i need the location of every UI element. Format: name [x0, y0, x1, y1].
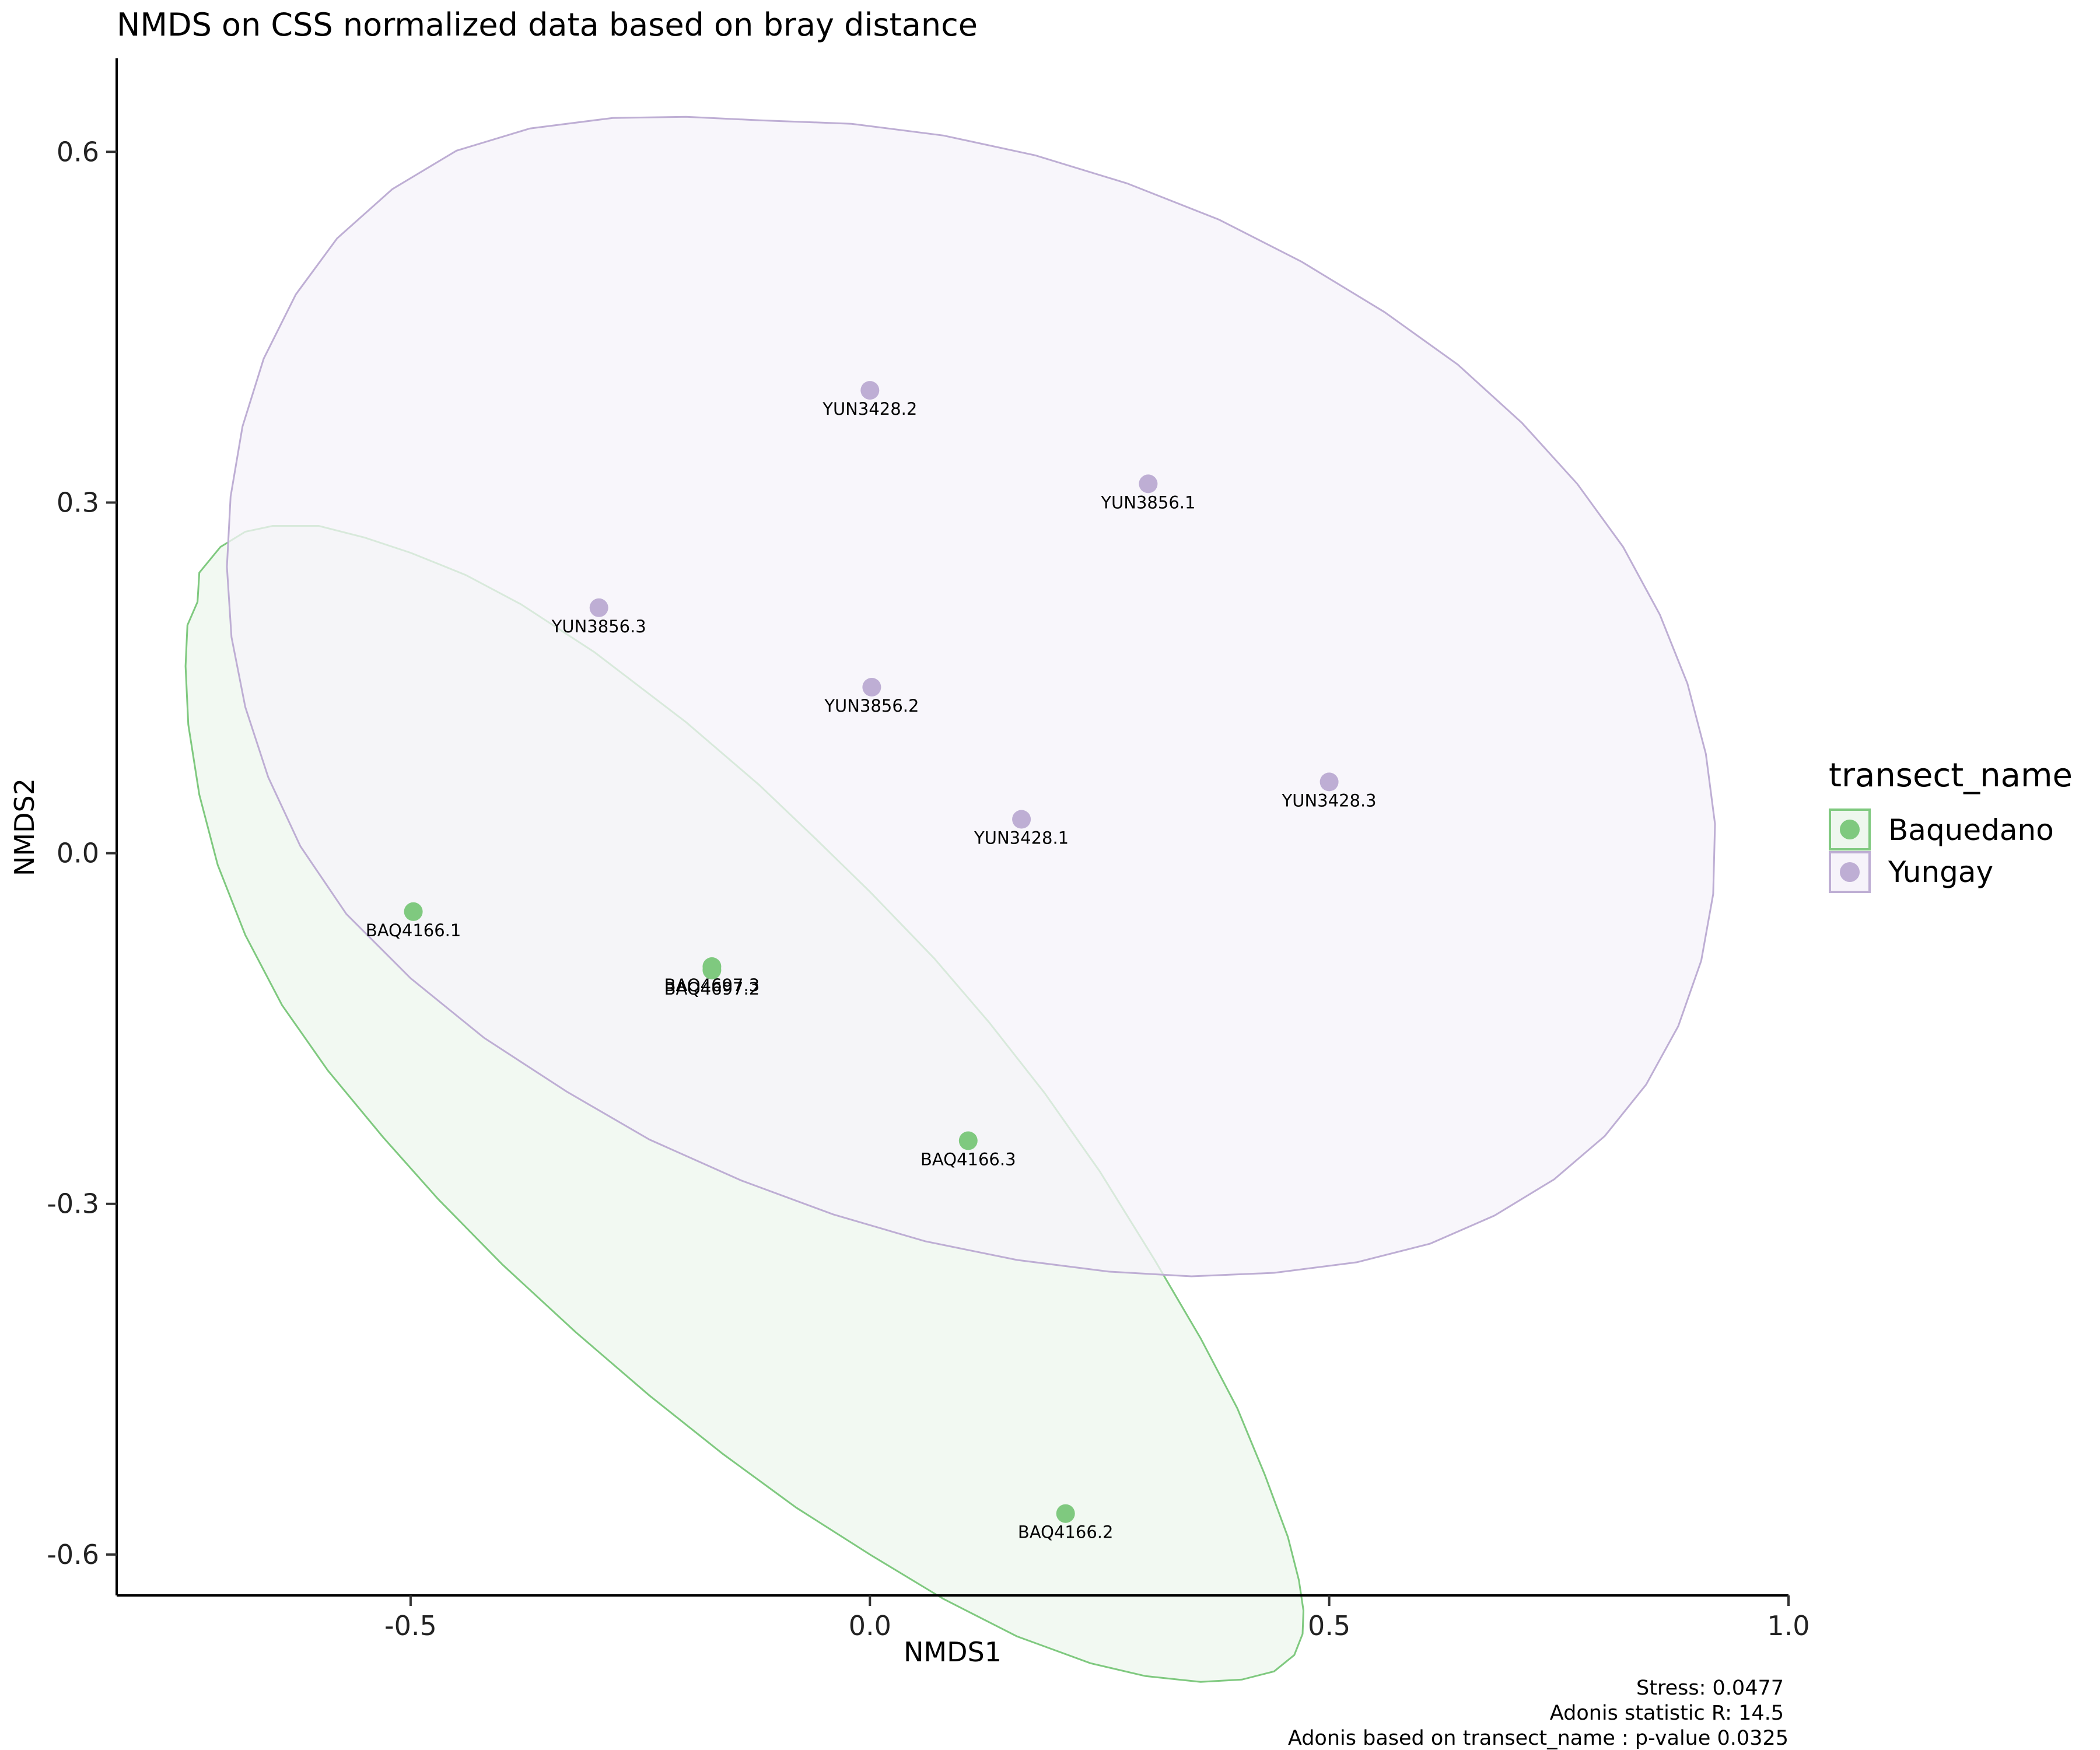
y-tick-label: 0.3 — [57, 487, 99, 518]
x-tick-label: 0.5 — [1308, 1610, 1350, 1642]
x-tick-label: 1.0 — [1767, 1610, 1810, 1642]
x-tick-label: -0.5 — [384, 1610, 437, 1642]
legend-key-baquedano — [1829, 808, 1871, 850]
y-tick-label: 0.0 — [57, 838, 99, 869]
point-label-yun3856-2: YUN3856.2 — [824, 696, 919, 716]
point-baq4697-2 — [702, 961, 722, 979]
y-axis-title: NMDS2 — [9, 778, 40, 876]
point-label-baq4697-3: BAQ4697.3 — [664, 975, 760, 995]
chart-title: NMDS on CSS normalized data based on bra… — [117, 6, 978, 43]
legend-item-yungay: Yungay — [1829, 851, 1993, 893]
y-tick-layer: -0.6 -0.3 0.0 0.3 0.6 — [47, 136, 117, 1570]
point-label-baq4697-2: BAQ4697.2 — [664, 979, 760, 999]
ellipse-yungay — [226, 116, 1716, 1278]
point-yun3856-3 — [589, 598, 608, 617]
point-yun3856-2 — [862, 678, 881, 696]
point-label-baq4166-2: BAQ4166.2 — [1018, 1522, 1114, 1542]
point-layer — [404, 381, 1339, 1523]
point-label-yun3856-1: YUN3856.1 — [1100, 492, 1195, 512]
point-yun3428-2 — [860, 381, 880, 400]
point-yun3428-1 — [1012, 810, 1031, 829]
point-label-yun3428-1: YUN3428.1 — [974, 828, 1069, 848]
ellipse-layer — [184, 116, 1716, 1683]
point-label-yun3856-3: YUN3856.3 — [551, 617, 646, 636]
y-tick-label: 0.6 — [57, 136, 99, 167]
legend-marker-baquedano — [1840, 820, 1860, 839]
point-label-yun3428-2: YUN3428.2 — [822, 399, 917, 419]
point-baq4166-3 — [958, 1131, 978, 1150]
y-tick-label: -0.6 — [47, 1539, 99, 1570]
legend-title: transect_name — [1829, 757, 2073, 794]
point-baq4166-1 — [404, 902, 423, 921]
legend: transect_name Baquedano Yungay — [1829, 757, 2073, 893]
legend-label-baquedano: Baquedano — [1888, 813, 2054, 847]
point-baq4166-2 — [1056, 1504, 1075, 1523]
caption: Stress: 0.0477 Adonis statistic R: 14.5 … — [1288, 1676, 1788, 1750]
legend-item-baquedano: Baquedano — [1829, 808, 2054, 850]
caption-adonis-pvalue: Adonis based on transect_name : p-value … — [1288, 1727, 1788, 1750]
caption-stress: Stress: 0.0477 — [1636, 1676, 1784, 1700]
point-label-yun3428-3: YUN3428.3 — [1282, 790, 1377, 810]
x-axis-title: NMDS1 — [904, 1636, 1002, 1668]
point-yun3428-3 — [1320, 772, 1339, 792]
point-label-baq4166-1: BAQ4166.1 — [366, 921, 461, 940]
legend-marker-yungay — [1840, 862, 1860, 882]
x-tick-layer: -0.5 0.0 0.5 1.0 — [384, 1595, 1810, 1642]
y-tick-label: -0.3 — [47, 1188, 99, 1220]
legend-label-yungay: Yungay — [1888, 855, 1993, 889]
caption-adonis-statistic: Adonis statistic R: 14.5 — [1550, 1702, 1784, 1725]
x-tick-label: 0.0 — [849, 1610, 891, 1642]
point-yun3856-1 — [1139, 474, 1158, 494]
point-label-baq4166-3: BAQ4166.3 — [921, 1150, 1016, 1170]
